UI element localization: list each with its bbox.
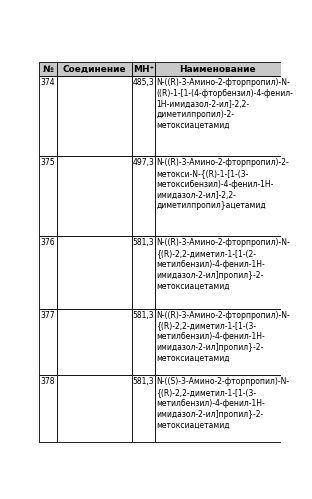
Bar (58, 310, 131, 374)
Bar (57, 76, 132, 156)
Text: 374: 374 (40, 78, 55, 87)
Bar (57, 309, 132, 375)
Text: 581,3: 581,3 (133, 311, 154, 320)
Text: N-((R)-3-Амино-2-фторпропил)-2-
метокси-N-{(R)-1-[1-(3-
метоксибензил)-4-фенил-1: N-((R)-3-Амино-2-фторпропил)-2- метокси-… (156, 158, 289, 210)
Text: 376: 376 (40, 239, 55, 248)
Text: N-((R)-3-Амино-2-фторпропил)-N-
{(R)-2,2-диметил-1-[1-(2-
метилбензил)-4-фенил-1: N-((R)-3-Амино-2-фторпропил)-N- {(R)-2,2… (156, 239, 290, 290)
Bar (39, 375, 57, 442)
Bar (39, 156, 57, 237)
Text: 375: 375 (40, 158, 55, 167)
Bar (155, 309, 281, 375)
Bar (132, 156, 155, 237)
Text: 497,3: 497,3 (133, 158, 154, 167)
Bar (132, 76, 155, 156)
Text: MH⁺: MH⁺ (133, 64, 154, 73)
Bar (57, 156, 132, 237)
Bar (39, 76, 57, 156)
Bar (132, 62, 155, 76)
Text: N-((S)-3-Амино-2-фторпропил)-N-
{(R)-2,2-диметил-1-[1-(3-
метилбензил)-4-фенил-1: N-((S)-3-Амино-2-фторпропил)-N- {(R)-2,2… (156, 377, 290, 430)
Bar (39, 237, 57, 309)
Text: 377: 377 (40, 311, 55, 320)
Bar (57, 375, 132, 442)
Bar (132, 237, 155, 309)
Text: N-((R)-3-Амино-2-фторпропил)-N-
{(R)-2,2-диметил-1-[1-(3-
метилбензил)-4-фенил-1: N-((R)-3-Амино-2-фторпропил)-N- {(R)-2,2… (156, 311, 290, 363)
Bar (58, 238, 131, 308)
Text: 378: 378 (40, 377, 55, 386)
Bar (155, 237, 281, 309)
Bar (57, 62, 132, 76)
Bar (132, 309, 155, 375)
Text: №: № (43, 64, 53, 73)
Bar (132, 375, 155, 442)
Bar (57, 237, 132, 309)
Bar (155, 375, 281, 442)
Bar (58, 77, 131, 155)
Bar (39, 62, 57, 76)
Bar (155, 156, 281, 237)
Bar (155, 76, 281, 156)
Text: Соединение: Соединение (63, 64, 126, 73)
Text: Наименование: Наименование (180, 64, 256, 73)
Text: 581,3: 581,3 (133, 377, 154, 386)
Text: N-((R)-3-Амино-2-фторпропил)-N-
((R)-1-[1-(4-фторбензил)-4-фенил-
1Н-имидазол-2-: N-((R)-3-Амино-2-фторпропил)-N- ((R)-1-[… (156, 78, 293, 130)
Bar (58, 377, 131, 441)
Text: 581,3: 581,3 (133, 239, 154, 248)
Bar (58, 158, 131, 235)
Bar (155, 62, 281, 76)
Bar (39, 309, 57, 375)
Text: 485,3: 485,3 (133, 78, 154, 87)
